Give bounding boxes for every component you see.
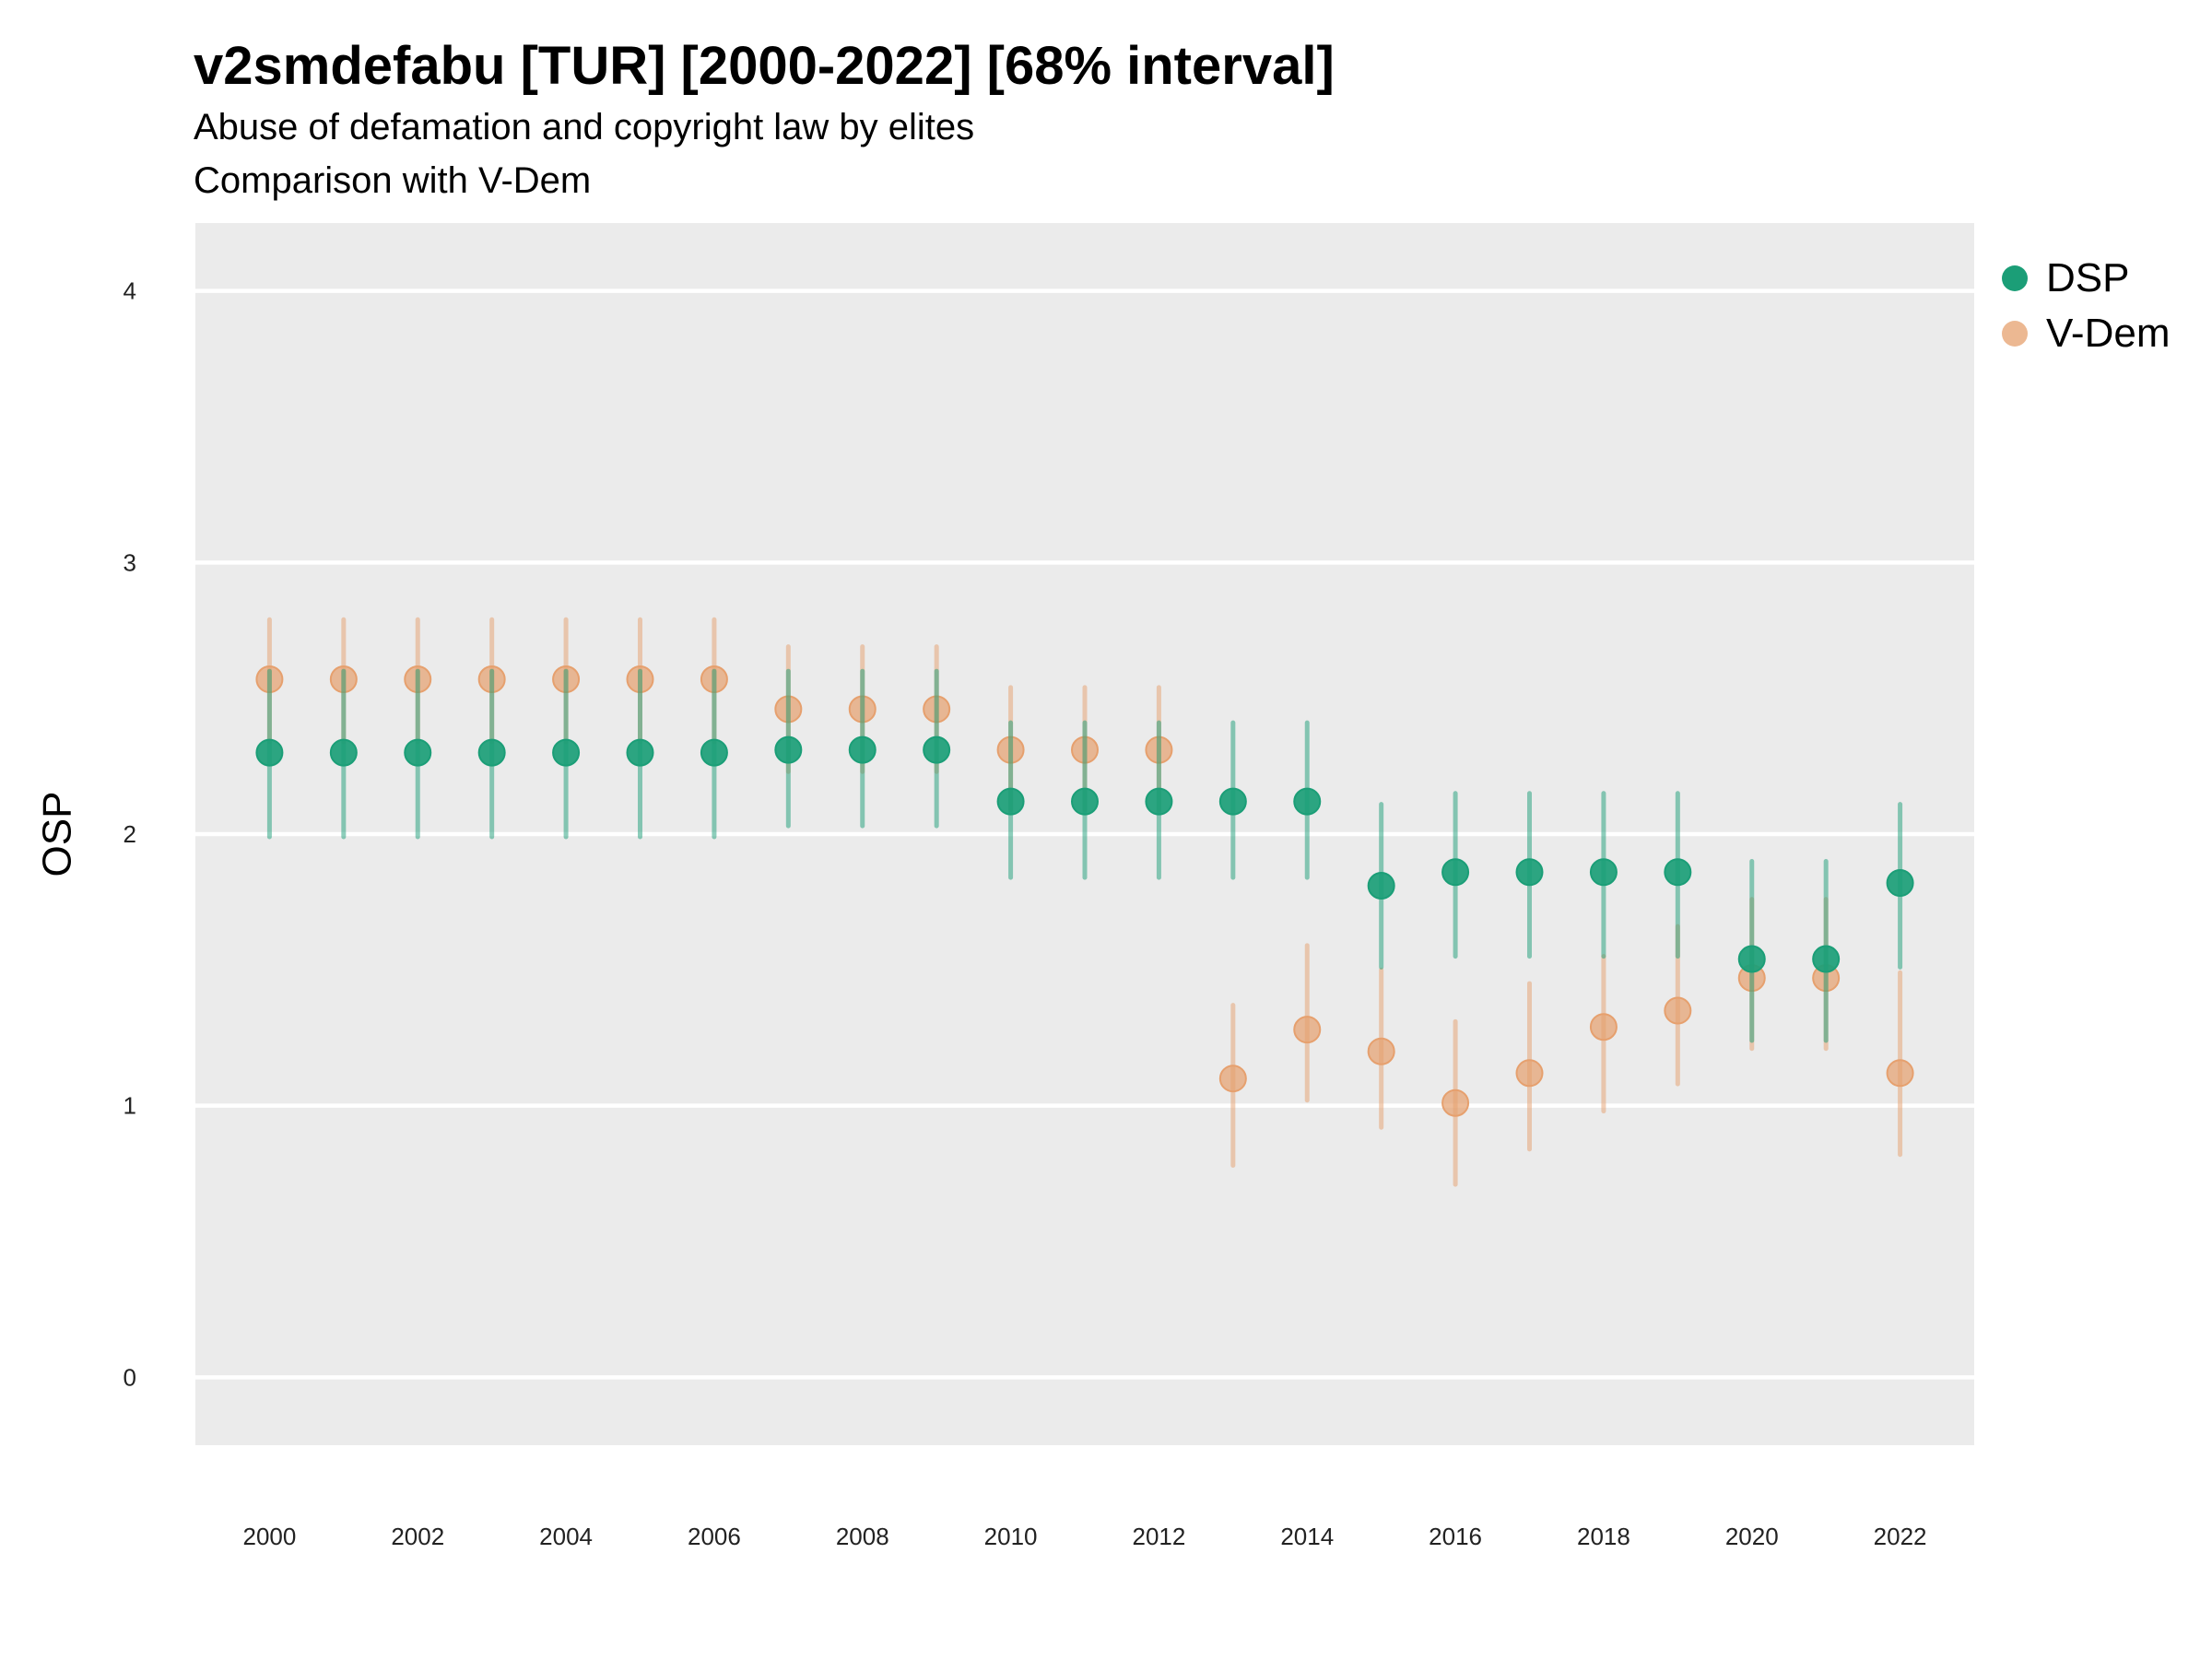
point-dsp bbox=[626, 738, 654, 767]
point-dsp bbox=[1886, 869, 1914, 898]
y-tick-label: 0 bbox=[124, 1363, 136, 1391]
point-dsp bbox=[1218, 787, 1247, 816]
x-tick-label: 2002 bbox=[391, 1523, 444, 1550]
x-tick-label: 2016 bbox=[1429, 1523, 1482, 1550]
legend: DSP V-Dem bbox=[2002, 251, 2170, 361]
point-vdem bbox=[1886, 1059, 1914, 1088]
point-dsp bbox=[774, 735, 803, 764]
x-tick-label: 2012 bbox=[1132, 1523, 1185, 1550]
point-dsp bbox=[404, 738, 432, 767]
chart-subtitle: Abuse of defamation and copyright law by… bbox=[194, 107, 975, 147]
point-dsp bbox=[1664, 858, 1692, 887]
point-vdem bbox=[1664, 996, 1692, 1025]
point-dsp bbox=[1293, 787, 1322, 816]
legend-marker-vdem bbox=[2002, 321, 2028, 347]
x-tick-label: 2010 bbox=[984, 1523, 1038, 1550]
y-tick-label: 4 bbox=[124, 277, 136, 305]
x-tick-label: 2022 bbox=[1874, 1523, 1927, 1550]
x-tick-label: 2000 bbox=[242, 1523, 296, 1550]
point-dsp bbox=[1145, 787, 1173, 816]
point-dsp bbox=[1737, 945, 1766, 973]
point-dsp bbox=[329, 738, 358, 767]
point-dsp bbox=[996, 787, 1025, 816]
point-vdem bbox=[1441, 1088, 1470, 1117]
legend-label-dsp: DSP bbox=[2046, 255, 2130, 300]
chart-subtitle-comparison: Comparison with V-Dem bbox=[194, 160, 592, 201]
point-vdem bbox=[1515, 1059, 1544, 1088]
point-dsp bbox=[700, 738, 728, 767]
x-tick-label: 2014 bbox=[1280, 1523, 1334, 1550]
series-dsp bbox=[255, 668, 1914, 1043]
y-tick-label: 1 bbox=[124, 1092, 136, 1120]
y-axis-ticks: 0 1 2 3 4 bbox=[124, 277, 136, 1392]
data-marks bbox=[255, 617, 1914, 1187]
legend-marker-dsp bbox=[2002, 265, 2028, 291]
legend-item-vdem: V-Dem bbox=[2002, 306, 2170, 361]
y-axis-label: OSP bbox=[35, 792, 80, 877]
point-dsp bbox=[1515, 858, 1544, 887]
point-dsp bbox=[848, 735, 877, 764]
y-tick-label: 2 bbox=[124, 820, 136, 848]
y-tick-label: 3 bbox=[124, 548, 136, 576]
point-vdem bbox=[1589, 1013, 1618, 1041]
point-dsp bbox=[1589, 858, 1618, 887]
point-dsp bbox=[1367, 871, 1395, 900]
point-dsp bbox=[923, 735, 951, 764]
point-dsp bbox=[1441, 858, 1470, 887]
legend-label-vdem: V-Dem bbox=[2046, 311, 2171, 356]
point-vdem bbox=[1293, 1016, 1322, 1044]
x-tick-label: 2004 bbox=[539, 1523, 593, 1550]
legend-item-dsp: DSP bbox=[2002, 251, 2170, 306]
point-dsp bbox=[1071, 787, 1099, 816]
point-vdem bbox=[1218, 1065, 1247, 1093]
point-dsp bbox=[477, 738, 506, 767]
x-tick-label: 2008 bbox=[836, 1523, 889, 1550]
point-dsp bbox=[1812, 945, 1841, 973]
point-dsp bbox=[552, 738, 581, 767]
point-dsp bbox=[255, 738, 284, 767]
chart-title: v2smdefabu [TUR] [2000-2022] [68% interv… bbox=[194, 36, 1335, 96]
x-axis-ticks: 2000 2002 2004 2006 2008 2010 2012 2014 2016 2018… bbox=[242, 1523, 1926, 1550]
x-tick-label: 2018 bbox=[1577, 1523, 1630, 1550]
point-vdem bbox=[1367, 1037, 1395, 1065]
x-tick-label: 2006 bbox=[688, 1523, 741, 1550]
x-tick-label: 2020 bbox=[1725, 1523, 1779, 1550]
